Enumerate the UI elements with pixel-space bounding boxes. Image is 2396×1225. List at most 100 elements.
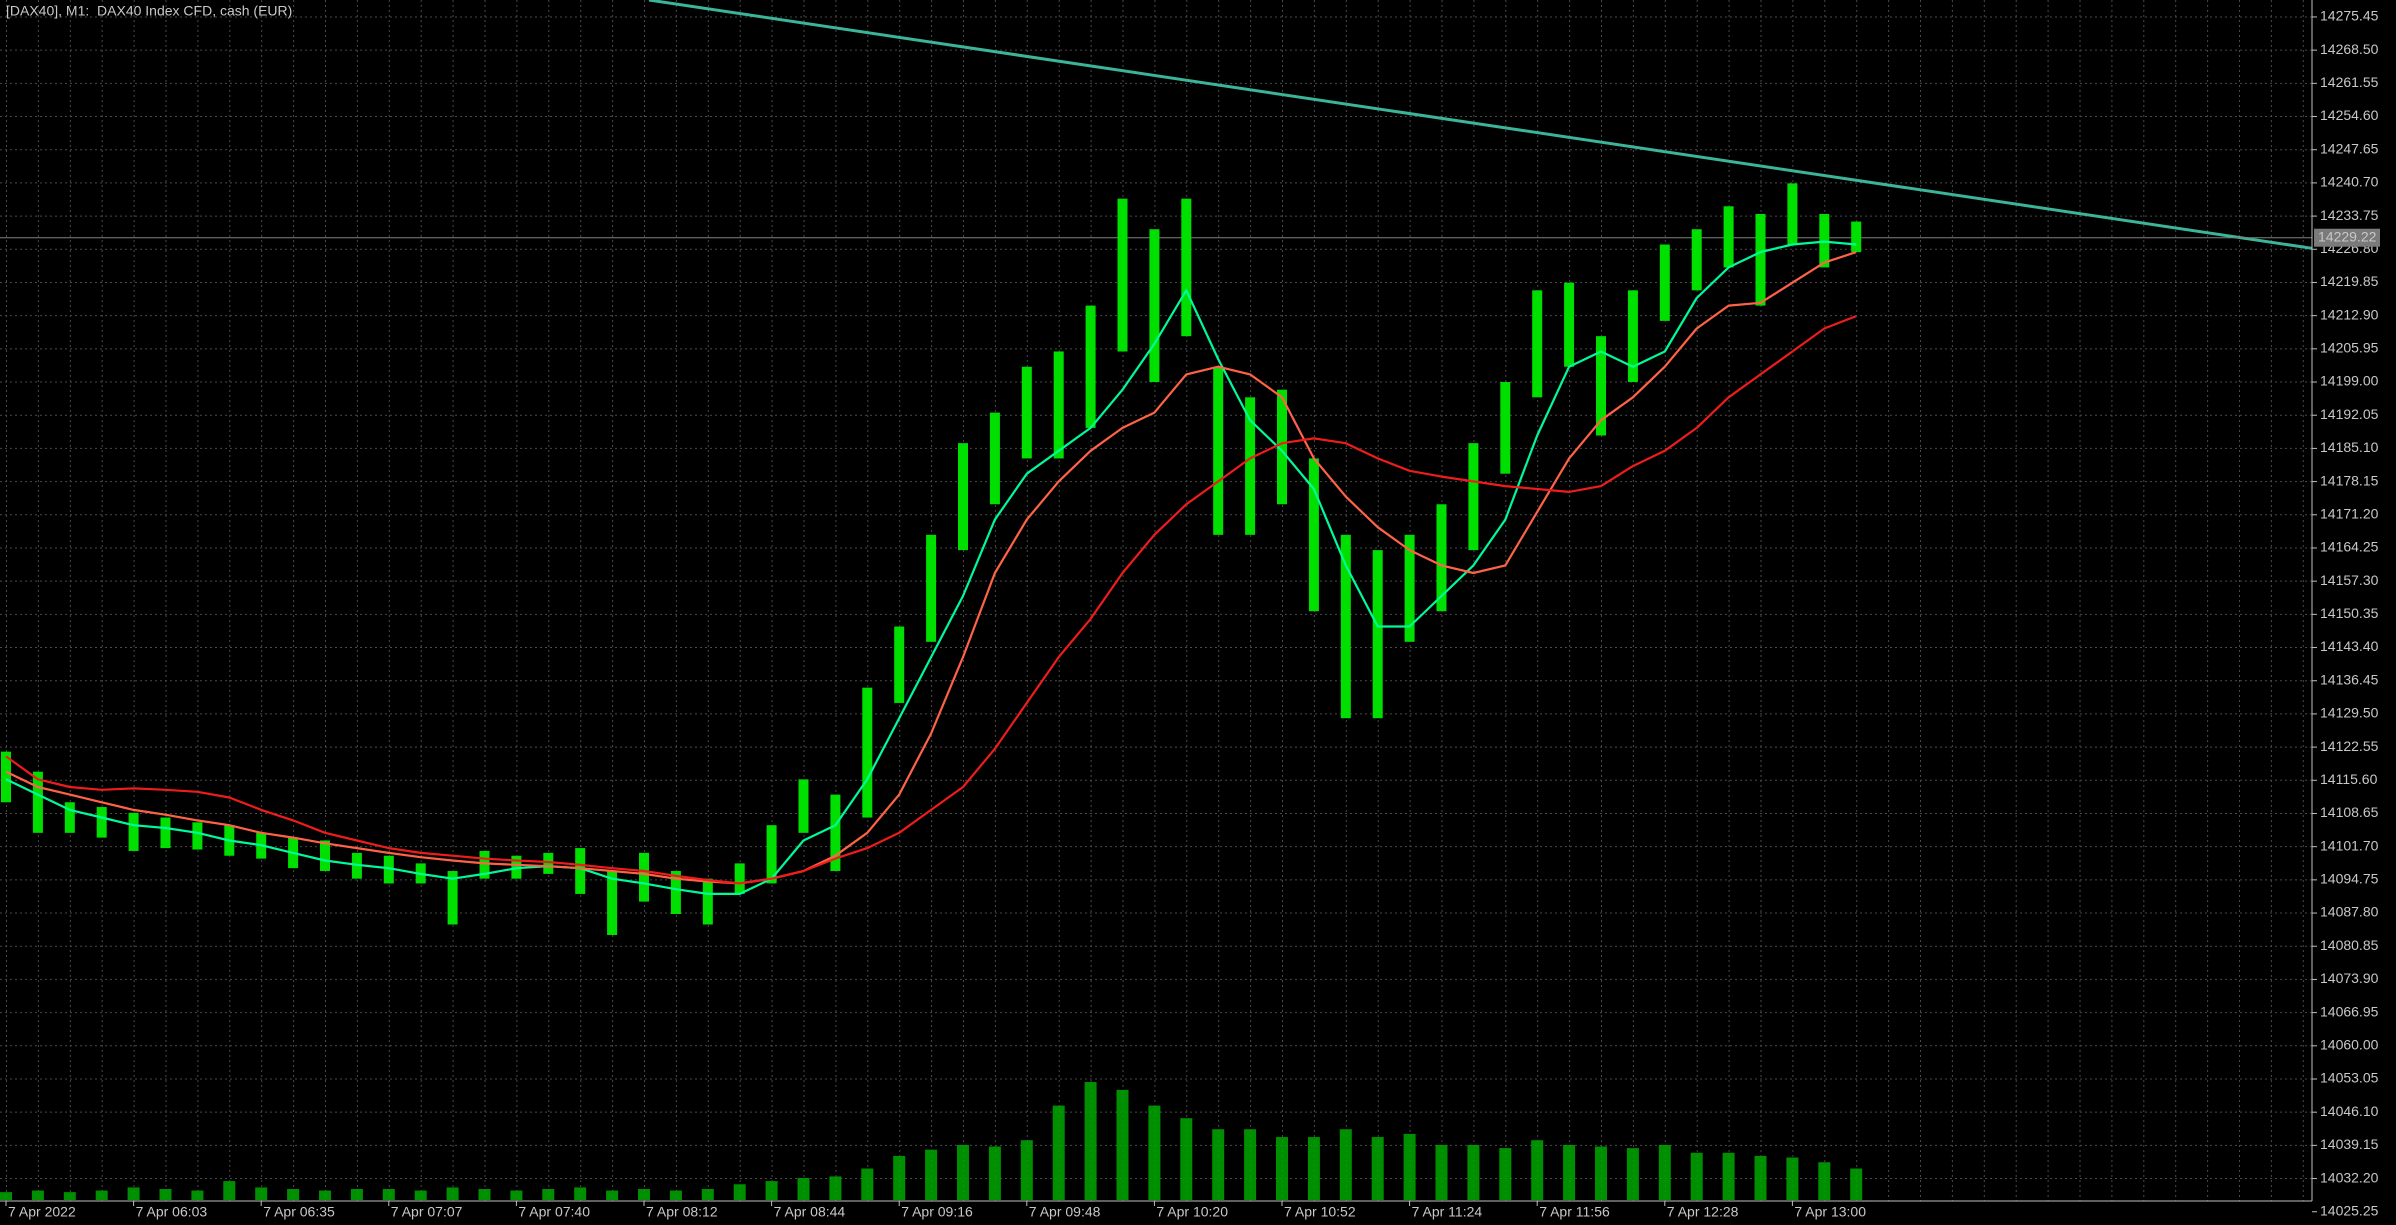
price-bar [1596,336,1606,436]
y-tick-label: 14247.65 [2320,140,2379,156]
y-tick-label: 14046.10 [2320,1103,2379,1119]
volume-bar [861,1168,874,1200]
x-tick-label: 7 Apr 07:07 [391,1204,463,1220]
x-tick-label: 7 Apr 10:20 [1156,1204,1228,1220]
price-bar [1245,397,1256,535]
y-tick-label: 14060.00 [2320,1037,2379,1053]
x-tick-label: 7 Apr 09:48 [1029,1204,1101,1220]
price-bar [670,871,681,915]
price-bar [1117,198,1128,352]
price-bar [1404,534,1415,642]
volume-bar [988,1146,1001,1200]
y-tick-label: 14073.90 [2320,970,2379,986]
x-tick-label: 7 Apr 09:16 [901,1204,973,1220]
price-bar [1181,198,1192,337]
y-tick-label: 14108.65 [2320,804,2379,820]
volume-bar [1626,1148,1639,1200]
y-tick-label: 14129.50 [2320,705,2379,721]
volume-bar [1244,1129,1257,1200]
price-bar [1500,382,1511,474]
volume-bar [1690,1152,1703,1200]
volume-bar [1818,1162,1831,1200]
y-tick-label: 14157.30 [2320,572,2379,588]
volume-bar [765,1181,778,1200]
volume-bar [638,1188,650,1200]
price-bar [1308,458,1319,612]
volume-bar [797,1177,810,1200]
x-tick-label: 7 Apr 08:44 [774,1204,846,1220]
y-tick-label: 14199.00 [2320,373,2379,389]
current-price-box [2314,228,2380,247]
volume-bar [925,1149,938,1200]
price-bar [1277,389,1287,505]
price-bar [320,840,330,872]
volume-bar [31,1190,44,1200]
volume-bar [957,1144,969,1200]
volume-bar [1722,1152,1735,1200]
volume-bar [95,1190,108,1200]
volume-bar [1276,1137,1288,1200]
volume-bar [1786,1157,1799,1200]
y-tick-label: 14192.05 [2320,406,2379,422]
y-tick-label: 14171.20 [2320,505,2379,521]
x-tick-label: 7 Apr 08:12 [646,1204,718,1220]
price-bar [862,687,873,818]
price-bar [1532,290,1543,398]
y-tick-label: 14115.60 [2320,771,2378,787]
price-bar [1723,206,1734,268]
price-bar [160,817,171,849]
price-bar [894,626,905,703]
volume-bar [574,1187,587,1200]
price-bar [383,855,394,884]
volume-bar [1339,1129,1352,1200]
volume-bar [1116,1089,1129,1200]
moving-average-line [5,240,1857,895]
volume-bar [1371,1137,1384,1200]
price-bar [1564,282,1575,367]
volume-bar [510,1190,523,1200]
volume-bar [1658,1144,1671,1200]
price-bar [766,825,777,884]
volume-bar [350,1188,363,1200]
price-bar [1021,366,1032,459]
y-tick-label: 14164.25 [2320,539,2379,555]
price-bar [543,852,554,874]
volume-bar [478,1188,491,1200]
x-tick-label: 7 Apr 10:52 [1284,1204,1356,1220]
y-tick-label: 14032.20 [2320,1169,2379,1185]
volume-bar [829,1176,842,1200]
price-bar [639,852,649,902]
x-tick-label: 7 Apr 11:24 [1412,1204,1483,1220]
volume-bar [1403,1133,1416,1200]
x-tick-label: 7 Apr 11:56 [1539,1204,1610,1220]
x-tick-label: 7 Apr 06:35 [263,1204,335,1220]
volume-bar [1595,1146,1607,1200]
price-bar [607,871,618,936]
current-price-label: 14229.22 [2318,228,2377,244]
volume-bar [1850,1168,1863,1200]
price-bar [1340,534,1351,719]
price-bar [1372,550,1383,719]
volume-bar [1180,1118,1193,1200]
volume-bar [0,1192,12,1200]
volume-bar [63,1192,76,1200]
volume-bar [1499,1148,1512,1200]
volume-bar [414,1190,427,1200]
price-bar [1213,366,1224,535]
y-tick-label: 14254.60 [2320,107,2379,123]
volume-bar [1307,1137,1320,1200]
volume-bar [127,1187,140,1200]
volume-bar [606,1190,619,1200]
volume-bar [669,1190,682,1200]
volume-bar [1148,1105,1161,1200]
price-bar [1787,183,1798,245]
volume-bar [542,1188,555,1200]
x-tick-label: 7 Apr 13:00 [1794,1204,1866,1220]
volume-bar [733,1184,746,1200]
y-tick-label: 14275.45 [2320,8,2379,24]
volume-bar [1020,1140,1033,1200]
y-tick-label: 14025.25 [2320,1202,2379,1218]
price-bar [192,822,203,850]
moving-average-line [5,315,1857,885]
